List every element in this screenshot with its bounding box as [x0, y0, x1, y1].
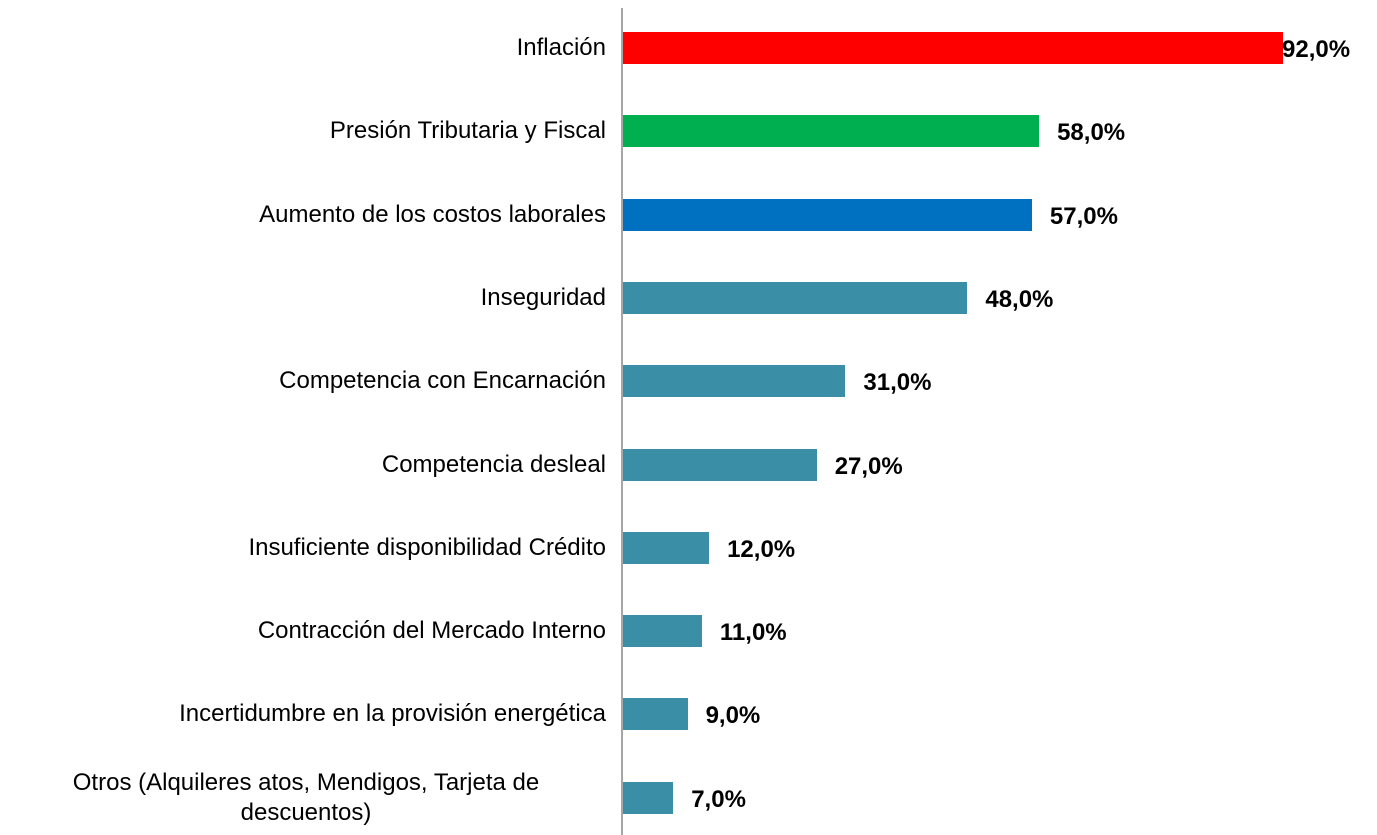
category-axis: [621, 8, 623, 835]
data-label: 31,0%: [863, 369, 932, 397]
category-label: Competencia desleal: [381, 450, 606, 478]
category-label: Inflación: [516, 34, 606, 61]
data-label: 9,0%: [705, 702, 761, 730]
data-label: 92,0%: [1282, 36, 1351, 63]
bar: [623, 32, 1283, 64]
data-label: 48,0%: [985, 285, 1054, 313]
bar: [623, 281, 968, 314]
bar: [623, 448, 817, 481]
bar: [623, 365, 846, 398]
bar: [623, 698, 688, 731]
data-label: 7,0%: [691, 785, 746, 813]
category-label: Aumento de los costos laborales: [259, 200, 606, 228]
category-label: Contracción del Mercado Interno: [257, 617, 606, 645]
data-label: 12,0%: [727, 535, 796, 563]
category-label: Inseguridad: [480, 283, 606, 311]
category-label: Insuficiente disponibilidad Crédito: [248, 533, 606, 561]
bar: [623, 781, 674, 814]
category-label: Otros (Alquileres atos, Mendigos, Tarjet…: [72, 768, 540, 826]
data-label: 57,0%: [1049, 202, 1118, 230]
category-label: Incertidumbre en la provisión energética: [179, 700, 606, 728]
bar: [623, 198, 1032, 231]
bar: [623, 531, 710, 564]
category-label: Presión Tributaria y Fiscal: [329, 117, 606, 145]
data-label: 58,0%: [1057, 119, 1126, 147]
bar: [623, 615, 702, 648]
bar: [623, 115, 1040, 148]
data-label: 27,0%: [834, 452, 903, 480]
data-label: 11,0%: [719, 619, 787, 647]
category-label: Competencia con Encarnación: [279, 367, 606, 395]
